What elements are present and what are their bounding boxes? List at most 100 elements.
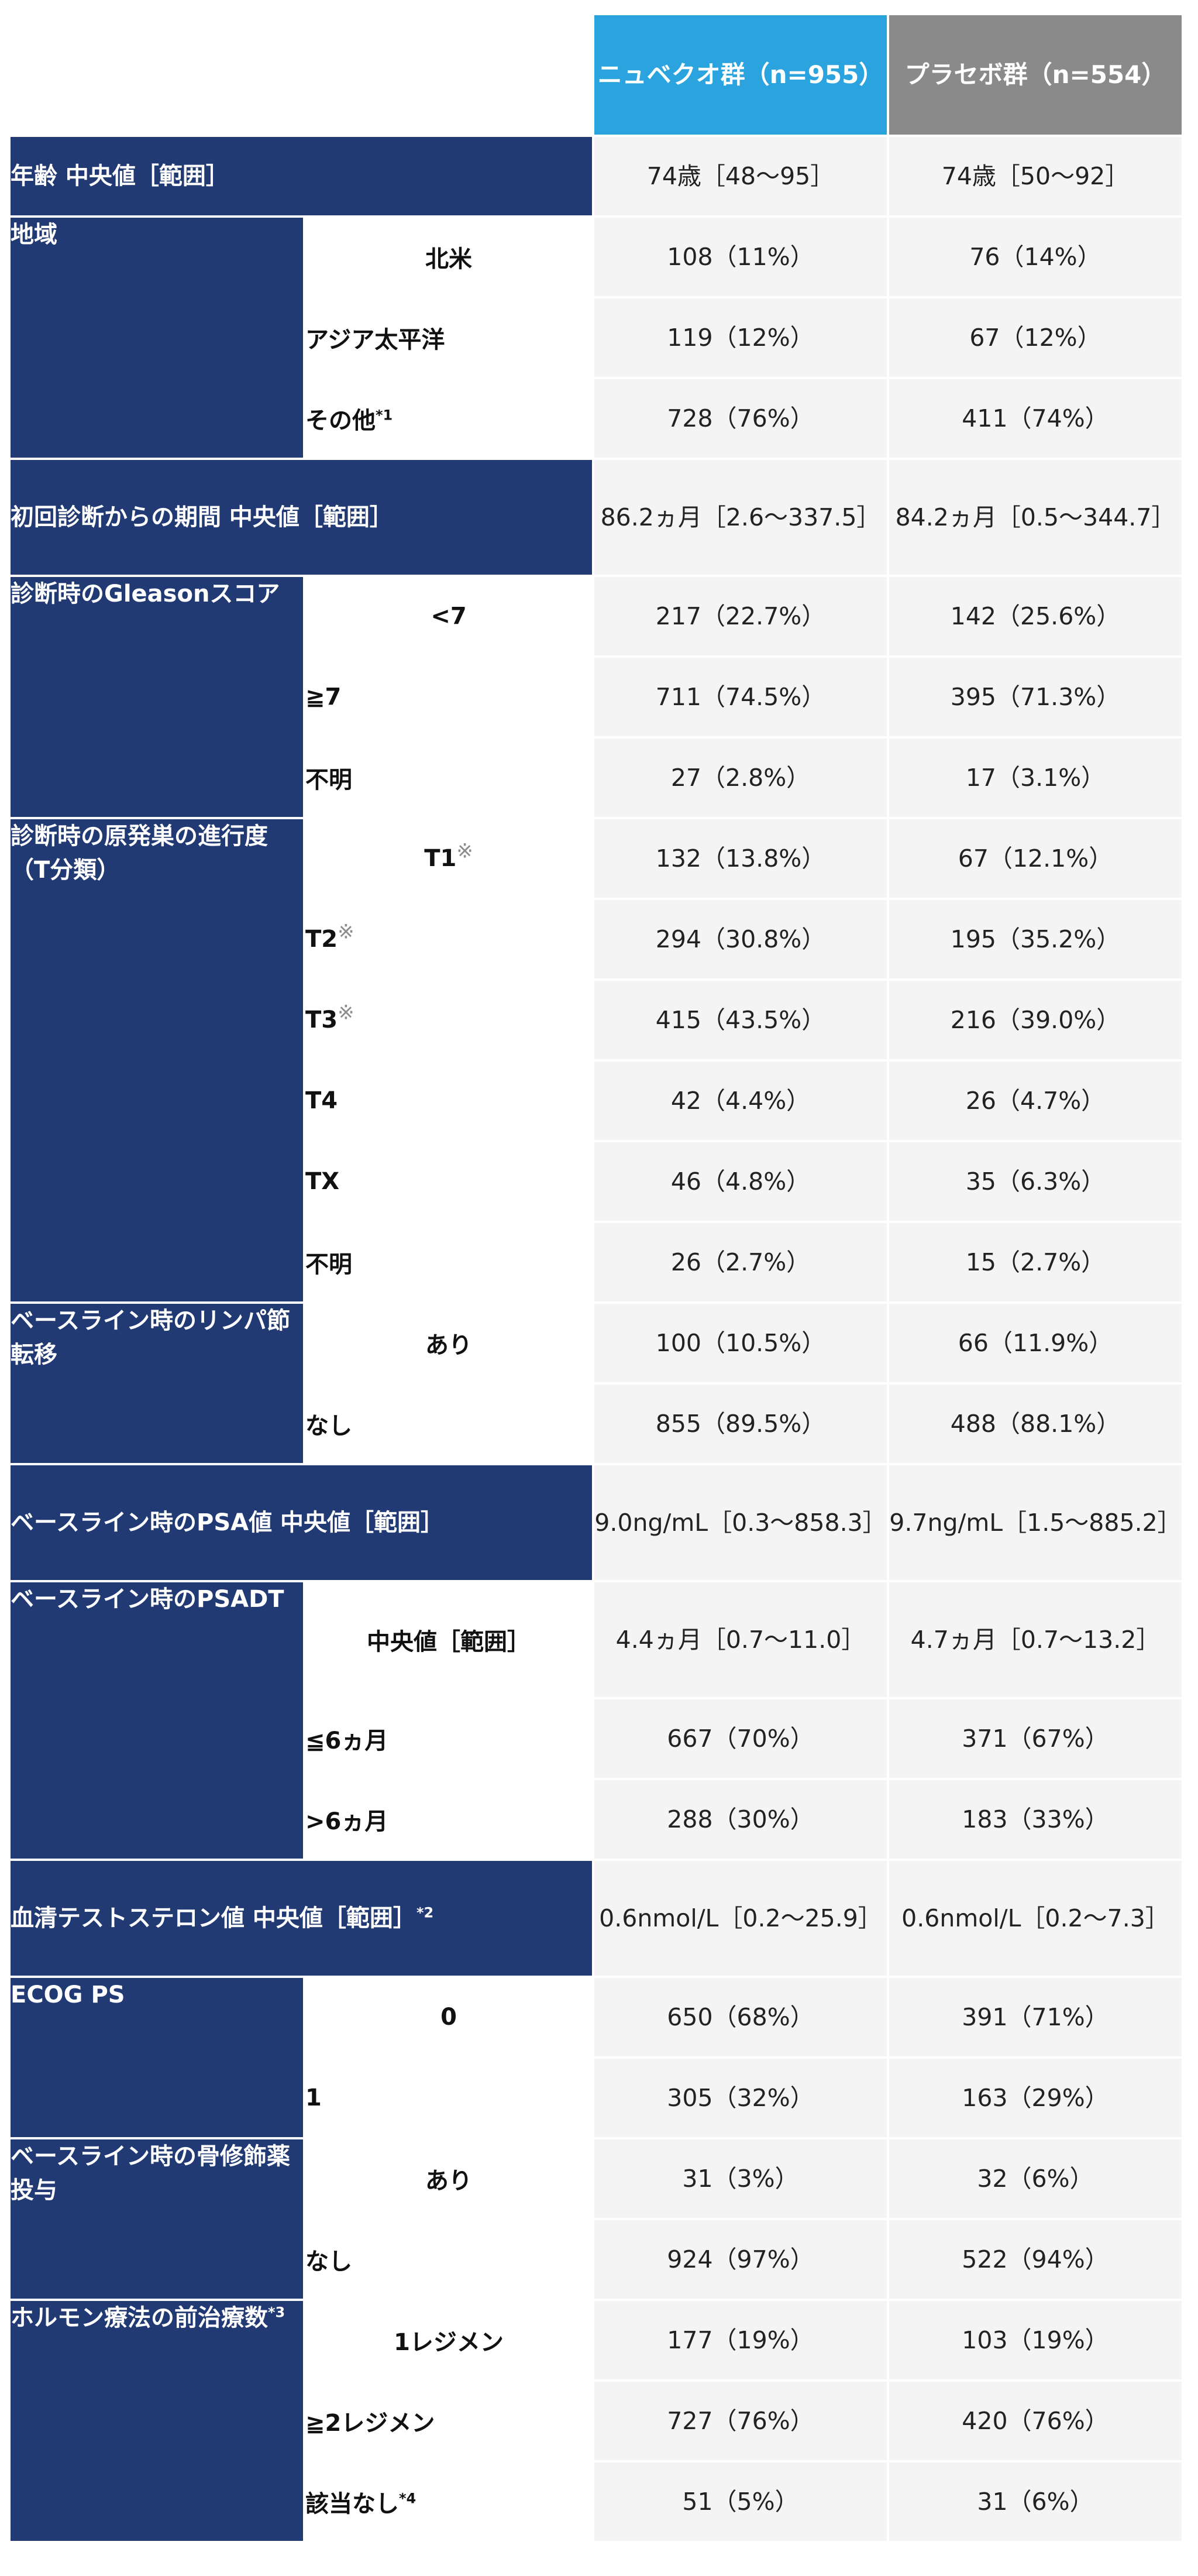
header-nubeqa-arm: ニュベクオ群（n=955） xyxy=(594,15,887,135)
sub-label-psadt-gt6: >6ヵ月 xyxy=(305,1780,592,1859)
sub-label-ecog-1: 1 xyxy=(305,2059,592,2137)
cell-nubeqa-value: 728（76%） xyxy=(594,379,887,458)
table-row-psa: ベースライン時のPSA値 中央値［範囲］ 9.0ng/mL［0.3〜858.3］… xyxy=(11,1465,1182,1580)
reference-mark: ※ xyxy=(338,1001,354,1025)
cell-nubeqa-value: 0.6nmol/L［0.2〜25.9］ xyxy=(594,1861,887,1976)
table-row-gleason-lt7: 診断時のGleasonスコア <7 217（22.7%） 142（25.6%） xyxy=(11,577,1182,817)
row-label-psa: ベースライン時のPSA値 中央値［範囲］ xyxy=(11,1465,592,1580)
sub-label-bone-no: なし xyxy=(305,2220,592,2299)
sub-label-gleason-lt7: <7 xyxy=(305,577,592,655)
cell-nubeqa-value: 132（13.8%） xyxy=(594,819,887,898)
cell-placebo-value: 195（35.2%） xyxy=(889,900,1182,978)
cell-nubeqa-value: 86.2ヵ月［2.6〜337.5］ xyxy=(594,460,887,575)
sub-label-t2: T2※ xyxy=(305,900,592,978)
row-label-tstage: 診断時の原発巣の進行度（T分類） xyxy=(11,819,303,1301)
sub-label-t3: T3※ xyxy=(305,981,592,1059)
footnote-marker: *1 xyxy=(376,407,393,424)
table-row-tstage-t4: T4 42（4.4%） 26（4.7%） xyxy=(11,1062,1182,1140)
row-label-lymph: ベースライン時のリンパ節転移 xyxy=(11,1304,303,1463)
table-row-bone-yes: ベースライン時の骨修飾薬投与 あり 31（3%） 32（6%） xyxy=(11,2139,1182,2299)
row-label-testosterone: 血清テストステロン値 中央値［範囲］*2 xyxy=(11,1861,592,1976)
table-row-duration: 初回診断からの期間 中央値［範囲］ 86.2ヵ月［2.6〜337.5］ 84.2… xyxy=(11,460,1182,575)
footnote-marker: *4 xyxy=(399,2490,416,2507)
table-row-hormone-one: ホルモン療法の前治療数*3 1レジメン 177（19%） 103（19%） xyxy=(11,2301,1182,2541)
sub-label-text: T2 xyxy=(305,926,338,953)
cell-placebo-value: 35（6.3%） xyxy=(889,1142,1182,1221)
cell-nubeqa-value: 711（74.5%） xyxy=(594,658,887,736)
row-label-gleason: 診断時のGleasonスコア xyxy=(11,577,303,817)
sub-label-hormone-none: 該当なし*4 xyxy=(305,2462,592,2541)
table-row-age: 年齢 中央値［範囲］ 74歳［48〜95］ 74歳［50〜92］ xyxy=(11,137,1182,215)
cell-nubeqa-value: 415（43.5%） xyxy=(594,981,887,1059)
cell-placebo-value: 183（33%） xyxy=(889,1780,1182,1859)
row-label-text: ホルモン療法の前治療数 xyxy=(11,2304,268,2331)
cell-placebo-value: 142（25.6%） xyxy=(889,577,1182,655)
header-blank-cell xyxy=(11,15,592,135)
sub-label-psadt-le6: ≦6ヵ月 xyxy=(305,1699,592,1778)
cell-placebo-value: 32（6%） xyxy=(889,2139,1182,2218)
table-row-tstage-unknown: 不明 26（2.7%） 15（2.7%） xyxy=(11,1223,1182,1301)
table-row-region-ap: アジア太平洋 119（12%） 67（12%） xyxy=(11,298,1182,377)
cell-placebo-value: 15（2.7%） xyxy=(889,1223,1182,1301)
cell-nubeqa-value: 31（3%） xyxy=(594,2139,887,2218)
cell-placebo-value: 216（39.0%） xyxy=(889,981,1182,1059)
sub-label-asia-pacific: アジア太平洋 xyxy=(305,298,592,377)
table-row-tstage-t3: T3※ 415（43.5%） 216（39.0%） xyxy=(11,981,1182,1059)
sub-label-t1: T1※ xyxy=(305,819,592,898)
cell-placebo-value: 9.7ng/mL［1.5〜885.2］ xyxy=(889,1465,1182,1580)
cell-placebo-value: 4.7ヵ月［0.7〜13.2］ xyxy=(889,1582,1182,1697)
row-label-age: 年齢 中央値［範囲］ xyxy=(11,137,592,215)
cell-placebo-value: 67（12.1%） xyxy=(889,819,1182,898)
sub-label-ecog-0: 0 xyxy=(305,1978,592,2056)
cell-nubeqa-value: 74歳［48〜95］ xyxy=(594,137,887,215)
table-row-gleason-ge7: ≧7 711（74.5%） 395（71.3%） xyxy=(11,658,1182,736)
table-row-region-na: 地域 北米 108（11%） 76（14%） xyxy=(11,218,1182,458)
cell-placebo-value: 74歳［50〜92］ xyxy=(889,137,1182,215)
table-row-ecog-1: 1 305（32%） 163（29%） xyxy=(11,2059,1182,2137)
footnote-marker: *2 xyxy=(416,1904,434,1921)
table-row-region-other: その他*1 728（76%） 411（74%） xyxy=(11,379,1182,458)
cell-placebo-value: 17（3.1%） xyxy=(889,739,1182,817)
row-label-ecog: ECOG PS xyxy=(11,1978,303,2137)
table-row-ecog-0: ECOG PS 0 650（68%） 391（71%） xyxy=(11,1978,1182,2137)
cell-placebo-value: 26（4.7%） xyxy=(889,1062,1182,1140)
table-row-psadt-median: ベースライン時のPSADT 中央値［範囲］ 4.4ヵ月［0.7〜11.0］ 4.… xyxy=(11,1582,1182,1859)
cell-nubeqa-value: 9.0ng/mL［0.3〜858.3］ xyxy=(594,1465,887,1580)
row-label-hormone: ホルモン療法の前治療数*3 xyxy=(11,2301,303,2541)
reference-mark: ※ xyxy=(338,920,354,944)
cell-placebo-value: 76（14%） xyxy=(889,218,1182,296)
cell-nubeqa-value: 26（2.7%） xyxy=(594,1223,887,1301)
cell-nubeqa-value: 924（97%） xyxy=(594,2220,887,2299)
cell-placebo-value: 420（76%） xyxy=(889,2382,1182,2460)
cell-placebo-value: 371（67%） xyxy=(889,1699,1182,1778)
cell-nubeqa-value: 4.4ヵ月［0.7〜11.0］ xyxy=(594,1582,887,1697)
row-label-psadt: ベースライン時のPSADT xyxy=(11,1582,303,1859)
table-row-tstage-t1: 診断時の原発巣の進行度（T分類） T1※ 132（13.8%） 67（12.1%… xyxy=(11,819,1182,1301)
sub-label-lymph-no: なし xyxy=(305,1385,592,1463)
row-label-region: 地域 xyxy=(11,218,303,458)
sub-label-hormone-one: 1レジメン xyxy=(305,2301,592,2379)
table-row-lymph-no: なし 855（89.5%） 488（88.1%） xyxy=(11,1385,1182,1463)
table-row-testosterone: 血清テストステロン値 中央値［範囲］*2 0.6nmol/L［0.2〜25.9］… xyxy=(11,1861,1182,1976)
cell-nubeqa-value: 108（11%） xyxy=(594,218,887,296)
cell-nubeqa-value: 51（5%） xyxy=(594,2462,887,2541)
sub-label-text: T3 xyxy=(305,1007,338,1033)
cell-nubeqa-value: 27（2.8%） xyxy=(594,739,887,817)
cell-placebo-value: 31（6%） xyxy=(889,2462,1182,2541)
sub-label-text: その他 xyxy=(305,407,376,434)
cell-placebo-value: 391（71%） xyxy=(889,1978,1182,2056)
cell-nubeqa-value: 855（89.5%） xyxy=(594,1385,887,1463)
cell-placebo-value: 66（11.9%） xyxy=(889,1304,1182,1382)
sub-label-hormone-two: ≧2レジメン xyxy=(305,2382,592,2460)
cell-nubeqa-value: 305（32%） xyxy=(594,2059,887,2137)
sub-label-north-america: 北米 xyxy=(305,218,592,296)
cell-placebo-value: 0.6nmol/L［0.2〜7.3］ xyxy=(889,1861,1182,1976)
cell-placebo-value: 522（94%） xyxy=(889,2220,1182,2299)
cell-nubeqa-value: 288（30%） xyxy=(594,1780,887,1859)
table-row-hormone-none: 該当なし*4 51（5%） 31（6%） xyxy=(11,2462,1182,2541)
cell-placebo-value: 411（74%） xyxy=(889,379,1182,458)
cell-nubeqa-value: 42（4.4%） xyxy=(594,1062,887,1140)
table-row-psadt-le6: ≦6ヵ月 667（70%） 371（67%） xyxy=(11,1699,1182,1778)
header-placebo-arm: プラセボ群（n=554） xyxy=(889,15,1182,135)
reference-mark: ※ xyxy=(456,839,473,863)
